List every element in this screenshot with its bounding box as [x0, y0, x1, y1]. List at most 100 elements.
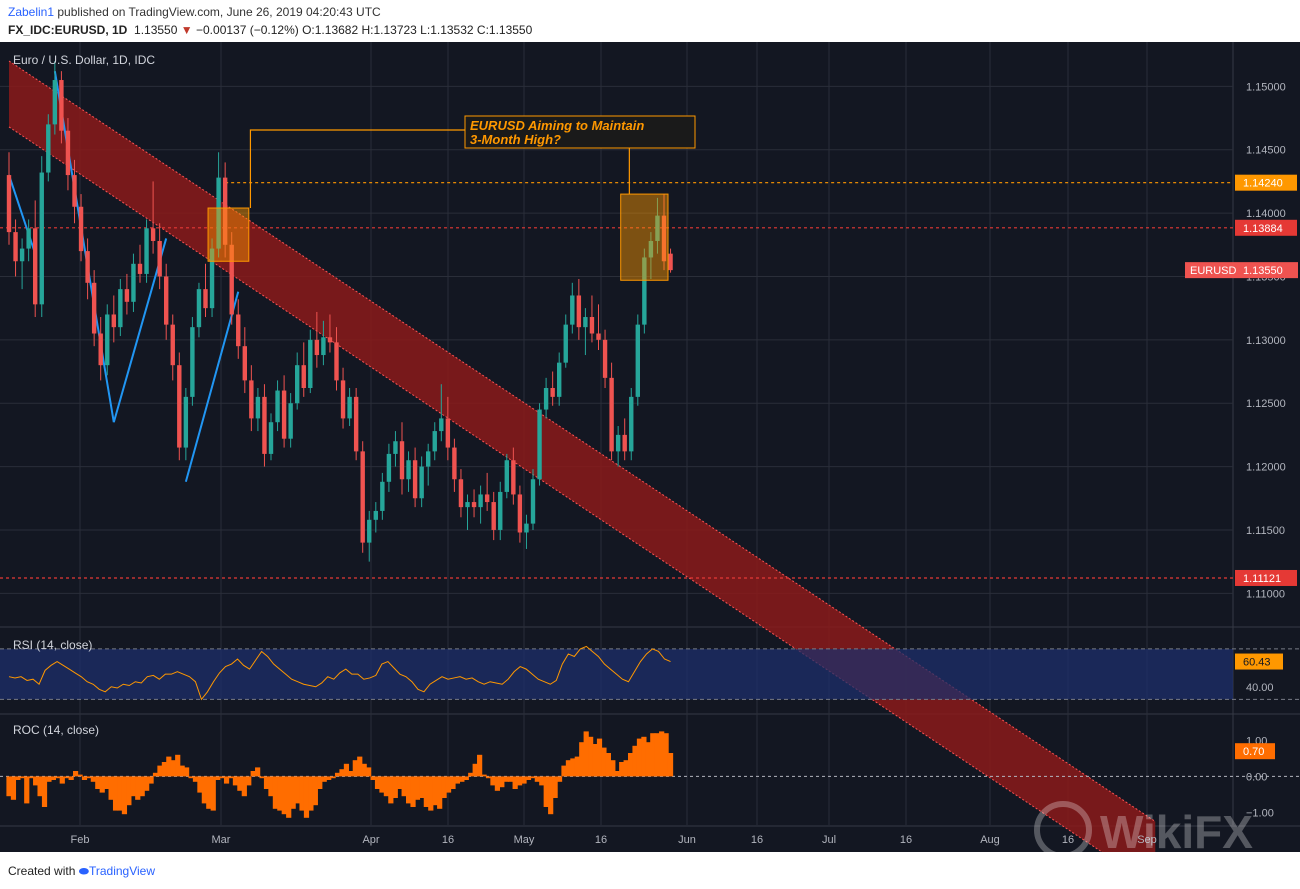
candle-body [52, 80, 58, 125]
candle-body [327, 337, 333, 343]
candle-body [183, 396, 189, 448]
tradingview-brand[interactable]: TradingView [88, 864, 156, 878]
candle-body [190, 327, 195, 397]
roc-bar [596, 738, 603, 777]
roc-bar [512, 776, 518, 789]
symbol-name: FX_IDC:EURUSD, 1D [8, 23, 128, 37]
candle-body [530, 479, 536, 524]
roc-bar [481, 774, 487, 777]
candle-body [504, 460, 509, 492]
roc-bar [175, 754, 181, 777]
roc-bar [99, 776, 105, 793]
roc-bar [583, 731, 589, 777]
time-tick-label: 16 [595, 834, 607, 846]
candle-body [229, 244, 234, 315]
candle-body [517, 494, 523, 533]
tradingview-logo-icon: ⬬ [78, 864, 89, 878]
level-price-tag [1235, 569, 1297, 586]
roc-bar [623, 760, 629, 777]
roc-bar [228, 776, 234, 779]
roc-bar [401, 776, 407, 797]
candle-body [412, 460, 418, 499]
roc-bar [170, 760, 176, 777]
annotation-text-box[interactable] [464, 115, 696, 149]
roc-bar [148, 776, 154, 784]
candle-body [524, 523, 529, 533]
roc-bar [667, 753, 674, 777]
last-price-tag [1185, 262, 1298, 279]
candle-body [275, 390, 280, 423]
candle-body [550, 387, 555, 397]
candle-body [557, 362, 562, 397]
roc-bar [139, 776, 145, 797]
roc-bar [539, 776, 545, 786]
author-link[interactable]: Zabelin1 [8, 5, 55, 19]
price-axis[interactable]: 1.150001.145001.140001.135001.130001.125… [1185, 81, 1298, 600]
created-with: Created with ⬬TradingView [8, 864, 155, 879]
candle-body [393, 441, 398, 454]
annotation-line-1: EURUSD Aiming to Maintain [470, 118, 644, 133]
candle-body [170, 324, 175, 366]
rsi-current-value: 60.43 [1243, 657, 1271, 669]
roc-bar [357, 756, 363, 777]
price-tick-label: 1.14000 [1246, 208, 1286, 220]
candle-body [609, 377, 614, 452]
trend-line[interactable] [53, 70, 115, 423]
roc-bar [72, 771, 79, 777]
roc-bar [485, 776, 492, 779]
roc-bar [294, 776, 301, 804]
watermark: WikiFX [1034, 801, 1253, 852]
candle-body [98, 333, 103, 366]
candle-body [615, 434, 621, 452]
candle-body [445, 418, 451, 448]
roc-bar [650, 733, 656, 777]
roc-bar [59, 776, 65, 784]
roc-bar [463, 776, 469, 780]
watermark-logo-icon [1034, 801, 1092, 852]
candle-body [242, 346, 247, 381]
roc-bar [272, 776, 278, 809]
header: Zabelin1 published on TradingView.com, J… [0, 0, 1300, 42]
roc-bar [565, 760, 572, 777]
roc-bar [286, 776, 292, 818]
roc-bar [15, 776, 21, 780]
roc-bar [645, 742, 651, 777]
candle-body [635, 324, 640, 397]
roc-bar [477, 754, 483, 777]
published-text: published on TradingView.com, June 26, 2… [57, 5, 381, 19]
candle-body [39, 172, 44, 305]
candle-body [91, 282, 97, 334]
roc-bar [574, 756, 580, 777]
roc-bar [135, 776, 141, 800]
channel-upper-line [8, 60, 1156, 822]
roc-bar [130, 776, 136, 797]
time-axis[interactable]: Feb Mar Apr 16 May 16 Jun 16 Jul 16 Aug 16 Sep [71, 834, 1157, 846]
candle-body [164, 276, 169, 325]
horizontal-levels [0, 182, 1233, 579]
time-tick-label: Sep [1137, 834, 1157, 846]
candle-body [262, 396, 267, 454]
rsi-tick-label: 40.00 [1246, 682, 1274, 694]
price-tick-label: 1.12000 [1246, 462, 1286, 474]
rsi-pane: 40.00 60.43 [0, 645, 1300, 701]
candle-body [583, 317, 588, 328]
time-tick-label: Jun [678, 834, 696, 846]
roc-bar [601, 747, 607, 777]
time-tick-label: 16 [1062, 834, 1074, 846]
highlight-box[interactable] [207, 207, 250, 262]
roc-bar [290, 776, 296, 809]
candle-body [439, 418, 444, 432]
candle-body [622, 434, 627, 452]
ohlc-values: O:1.13682 H:1.13723 L:1.13532 C:1.13550 [302, 23, 533, 37]
roc-bar [468, 772, 474, 777]
roc-bar [152, 772, 159, 777]
roc-bar [24, 776, 30, 804]
level-price-tag [1235, 219, 1297, 236]
roc-bar [619, 762, 625, 777]
candle-body [118, 289, 123, 328]
candle-body [367, 519, 372, 543]
highlight-box[interactable] [620, 193, 669, 281]
watermark-text: WikiFX [1100, 806, 1253, 852]
trend-line[interactable] [184, 291, 240, 483]
